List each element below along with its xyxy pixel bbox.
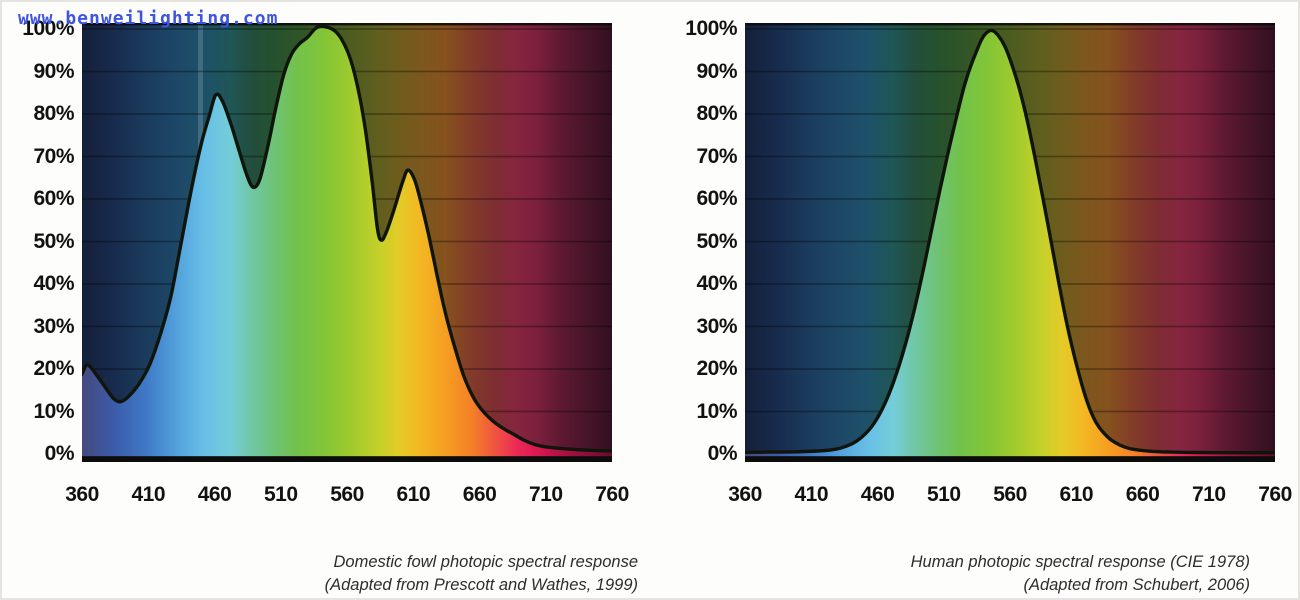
- plot-area-fowl: [80, 23, 614, 470]
- x-tick-label-460: 460: [197, 483, 232, 506]
- y-tick-label-90: 90%: [696, 59, 737, 83]
- x-tick-label-510: 510: [926, 483, 961, 506]
- caption-title: Domestic fowl photopic spectral response: [333, 553, 638, 571]
- plot-top-border: [82, 23, 612, 26]
- response-curve: [743, 28, 1277, 455]
- caption-source: (Adapted from Schubert, 2006): [1023, 576, 1250, 594]
- spectral-plot-svg: [743, 23, 1277, 462]
- spectral-area: [745, 30, 1275, 458]
- y-tick-label-70: 70%: [33, 144, 74, 168]
- y-tick-label-60: 60%: [33, 187, 74, 210]
- grid-line: [745, 28, 1275, 30]
- x-tick-label-510: 510: [263, 483, 298, 506]
- y-tick-label-50: 50%: [33, 229, 74, 253]
- y-tick-label-0: 0%: [707, 442, 738, 465]
- response-curve: [80, 24, 614, 453]
- grid-line: [82, 28, 612, 30]
- y-tick-label-100: 100%: [685, 17, 737, 40]
- caption-title: Human photopic spectral response (CIE 19…: [910, 553, 1250, 571]
- x-tick-label-360: 360: [728, 483, 762, 506]
- plot-area-human: [743, 23, 1277, 470]
- chart-caption-fowl: Domestic fowl photopic spectral response…: [325, 551, 638, 597]
- y-tick-label-30: 30%: [33, 314, 74, 338]
- y-tick-label-80: 80%: [33, 102, 74, 125]
- x-tick-label-610: 610: [396, 483, 431, 506]
- x-tick-label-710: 710: [1191, 483, 1226, 506]
- y-tick-label-10: 10%: [33, 399, 74, 423]
- x-tick-label-360: 360: [65, 483, 99, 506]
- y-tick-label-30: 30%: [696, 314, 737, 338]
- x-tick-label-560: 560: [330, 483, 364, 506]
- spectral-area: [82, 26, 612, 457]
- x-tick-label-760: 760: [595, 483, 629, 506]
- plot-top-border: [745, 23, 1275, 26]
- y-tick-label-20: 20%: [696, 357, 737, 380]
- x-tick-label-710: 710: [528, 483, 563, 506]
- y-tick-label-60: 60%: [696, 187, 737, 210]
- y-tick-label-20: 20%: [33, 357, 74, 380]
- x-axis-line: [80, 456, 614, 462]
- x-tick-label-760: 760: [1258, 483, 1292, 506]
- y-tick-label-0: 0%: [44, 442, 75, 465]
- watermark-link[interactable]: www.benweilighting.com: [18, 8, 279, 29]
- y-tick-label-70: 70%: [696, 144, 737, 168]
- y-tick-label-40: 40%: [696, 272, 737, 295]
- caption-source: (Adapted from Prescott and Wathes, 1999): [324, 576, 638, 594]
- x-tick-label-660: 660: [462, 483, 497, 506]
- x-tick-label-410: 410: [794, 483, 829, 506]
- x-tick-label-660: 660: [1125, 483, 1160, 506]
- x-axis-line: [743, 456, 1277, 462]
- y-tick-label-10: 10%: [696, 399, 737, 423]
- x-tick-label-410: 410: [131, 483, 166, 506]
- x-tick-label-460: 460: [860, 483, 895, 506]
- y-tick-label-50: 50%: [696, 229, 737, 253]
- chart-caption-human: Human photopic spectral response (CIE 19…: [911, 551, 1250, 597]
- y-tick-label-80: 80%: [696, 102, 737, 125]
- y-tick-label-40: 40%: [33, 272, 74, 295]
- x-tick-label-610: 610: [1059, 483, 1094, 506]
- y-tick-label-90: 90%: [33, 59, 74, 83]
- y-tick-label-100: 100%: [22, 17, 74, 40]
- spectral-plot-svg: [80, 23, 614, 462]
- x-tick-label-560: 560: [993, 483, 1027, 506]
